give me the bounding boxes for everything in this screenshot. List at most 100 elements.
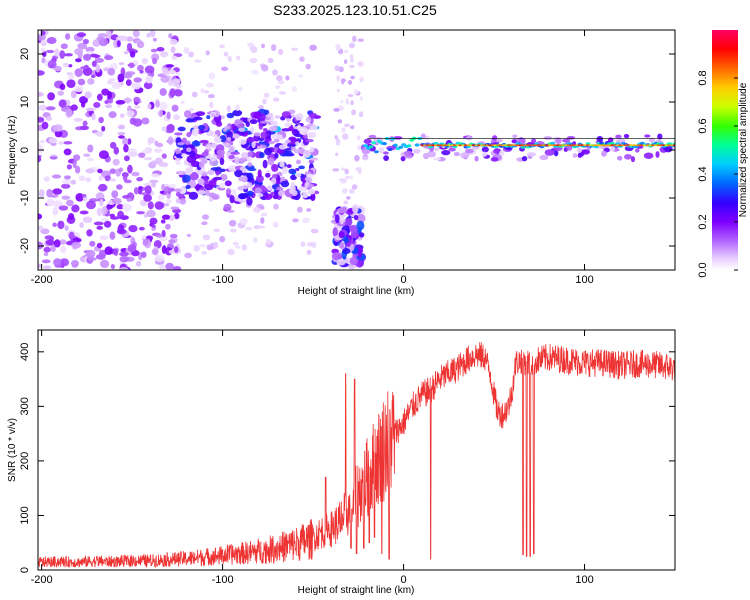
heatmap-cell [123, 144, 129, 153]
heatmap-cell [62, 141, 73, 145]
heatmap-cell [383, 155, 389, 161]
heatmap-cell [349, 42, 355, 49]
heatmap-cell [147, 103, 152, 110]
heatmap-cell [109, 231, 116, 240]
heatmap-cell [335, 152, 339, 157]
heatmap-cell [219, 182, 226, 189]
heatmap-cell [70, 104, 78, 111]
heatmap-cell [96, 225, 104, 230]
heatmap-cell [257, 225, 266, 229]
heatmap-cell [79, 222, 84, 229]
heatmap-cell [241, 244, 248, 251]
heatmap-cell [79, 96, 88, 104]
heatmap-cell [356, 135, 361, 141]
heatmap-cell [136, 177, 144, 182]
heatmap-cell [127, 138, 132, 145]
heatmap-cell [512, 134, 518, 138]
heatmap-cell [151, 181, 156, 188]
heatmap-cell [154, 201, 164, 210]
heatmap-cell [664, 145, 673, 153]
heatmap-cell [414, 143, 420, 147]
heatmap-cell [298, 147, 306, 155]
heatmap-cell [147, 137, 155, 144]
heatmap-cell [371, 141, 377, 145]
heatmap-cell [207, 169, 215, 175]
heatmap-cell [45, 239, 56, 246]
heatmap-cell [299, 128, 306, 135]
heatmap-cell [344, 168, 349, 175]
heatmap-cell [150, 160, 158, 166]
snr-panel: -200 -100 0 100 0 100 200 300 400 Height of stra… [7, 329, 676, 596]
heatmap-cell [175, 157, 181, 162]
heatmap-cell [68, 231, 75, 240]
heatmap-cell [70, 259, 80, 267]
heatmap-cell [175, 161, 181, 165]
heatmap-cell [261, 212, 267, 216]
heatmap-cell [193, 244, 200, 252]
heatmap-cell [214, 137, 222, 143]
heatmap-cell [131, 81, 142, 90]
heatmap-cell [59, 50, 66, 59]
heatmap-cell [74, 85, 84, 93]
colorbar-tick-label: 0.2 [697, 214, 709, 229]
heatmap-cell [64, 53, 73, 57]
heatmap-cell [127, 164, 133, 174]
heatmap-cell [246, 136, 256, 143]
heatmap-cell [107, 67, 116, 76]
heatmap-cell [196, 190, 207, 195]
heatmap-cell [336, 258, 346, 266]
colorbar-tick-label: 0.6 [697, 118, 709, 133]
heatmap-cell [495, 138, 504, 143]
heatmap-cell [284, 139, 291, 144]
heatmap-cell [345, 175, 350, 179]
heatmap-cell [398, 145, 404, 149]
heatmap-cell [308, 188, 316, 195]
heatmap-cell [250, 126, 255, 133]
heatmap-cell [249, 57, 258, 64]
heatmap-cell [123, 72, 133, 79]
heatmap-cell [117, 131, 126, 136]
heatmap-cell [306, 249, 312, 255]
heatmap-cell [45, 106, 56, 111]
heatmap-cell [76, 32, 87, 38]
heatmap-cell [161, 214, 171, 220]
heatmap-cell [343, 49, 349, 54]
heatmap-cell [110, 264, 116, 270]
heatmap-cell [169, 38, 178, 46]
heatmap-cell [143, 81, 153, 90]
y-tick-label: 400 [19, 343, 31, 361]
heatmap-cell [174, 246, 179, 253]
heatmap-cell [128, 224, 138, 233]
heatmap-cell [356, 213, 366, 223]
heatmap-cell [357, 248, 362, 258]
heatmap-cell [250, 46, 258, 53]
heatmap-cell [100, 217, 109, 222]
heatmap-cell [291, 85, 297, 92]
heatmap-cell [52, 188, 63, 195]
heatmap-cell [294, 172, 302, 178]
heatmap-cell [356, 145, 362, 151]
x-tick-label: -100 [212, 574, 234, 586]
heatmap-cell [300, 241, 306, 247]
heatmap-cell [185, 184, 191, 190]
heatmap-cell [157, 194, 165, 201]
heatmap-cell [54, 239, 61, 248]
heatmap-cell [133, 187, 139, 195]
heatmap-cell [162, 69, 170, 76]
heatmap-cell [53, 124, 63, 132]
heatmap-cell [131, 171, 140, 177]
heatmap-cell [305, 63, 311, 70]
heatmap-cell [342, 133, 349, 140]
heatmap-cell [173, 188, 182, 192]
snr-x-label: Height of straight line (km) [298, 585, 415, 596]
heatmap-cell [59, 83, 66, 91]
heatmap-cell [350, 75, 355, 80]
heatmap-cell [175, 72, 181, 76]
heatmap-cell [71, 241, 82, 249]
heatmap-cell [260, 43, 266, 49]
heatmap-cell [170, 46, 176, 54]
heatmap-cell [38, 91, 44, 97]
heatmap-cell [288, 168, 297, 175]
heatmap-cell [92, 39, 101, 47]
